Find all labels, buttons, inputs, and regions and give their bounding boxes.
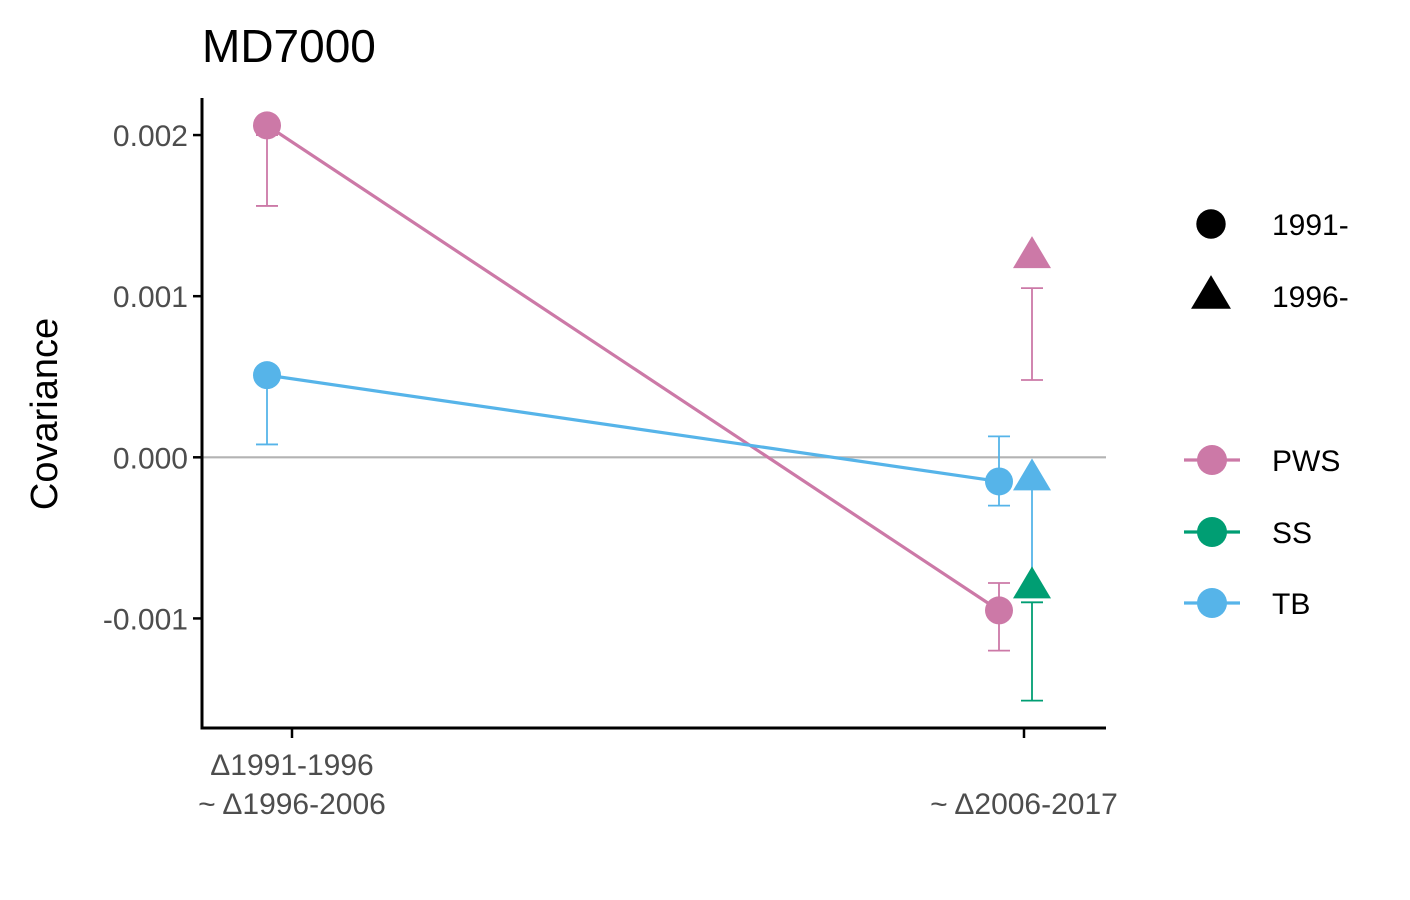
data-point-tb-1991-a	[253, 361, 281, 390]
data-point-ss-1996-b	[1013, 566, 1051, 599]
legend: 1991- 1996- PWS SS TB	[1184, 209, 1349, 621]
legend-label: SS	[1272, 517, 1312, 550]
plot-area: 0.002 0.001 0.000 -0.001 Δ1991-1996 ~ Δ1996-2…	[103, 98, 1118, 821]
y-tick-label: -0.001	[103, 603, 188, 636]
data-point-pws-1991-b	[985, 596, 1013, 625]
data-point-tb-1996-b	[1013, 458, 1051, 491]
legend-item-pws: PWS	[1184, 445, 1340, 478]
circle-icon	[1196, 209, 1226, 239]
x-tick-label: ~ Δ1996-2006	[198, 788, 386, 821]
legend-label: TB	[1272, 588, 1310, 621]
y-tick-label: 0.000	[113, 442, 188, 475]
legend-label: 1996-	[1272, 281, 1349, 314]
x-tick-label: ~ Δ2006-2017	[930, 788, 1118, 821]
legend-dot	[1197, 445, 1227, 475]
series-line-pws	[266, 124, 1000, 612]
error-bar-ss-1996-b	[1021, 601, 1043, 702]
legend-dot	[1197, 588, 1227, 618]
triangle-icon	[1191, 275, 1231, 309]
y-tick-label: 0.002	[113, 120, 188, 153]
legend-item-shape-1996: 1996-	[1191, 275, 1349, 314]
y-axis-label: Covariance	[24, 318, 66, 510]
x-tick-label: Δ1991-1996	[210, 749, 374, 782]
error-bar-pws-1991-a	[256, 134, 278, 207]
legend-label: 1991-	[1272, 209, 1349, 242]
data-point-pws-1991-a	[253, 111, 281, 140]
data-point-tb-1991-b	[985, 467, 1013, 496]
error-bar-pws-1996-b	[1021, 287, 1043, 381]
y-tick-label: 0.001	[113, 281, 188, 314]
data-point-pws-1996-b	[1013, 236, 1051, 269]
chart-title: MD7000	[202, 20, 376, 72]
legend-label: PWS	[1272, 445, 1340, 478]
legend-item-tb: TB	[1184, 588, 1310, 621]
legend-item-ss: SS	[1184, 517, 1312, 550]
legend-item-shape-1991: 1991-	[1196, 209, 1349, 242]
series-line-tb	[266, 373, 1000, 484]
legend-dot	[1197, 517, 1227, 547]
